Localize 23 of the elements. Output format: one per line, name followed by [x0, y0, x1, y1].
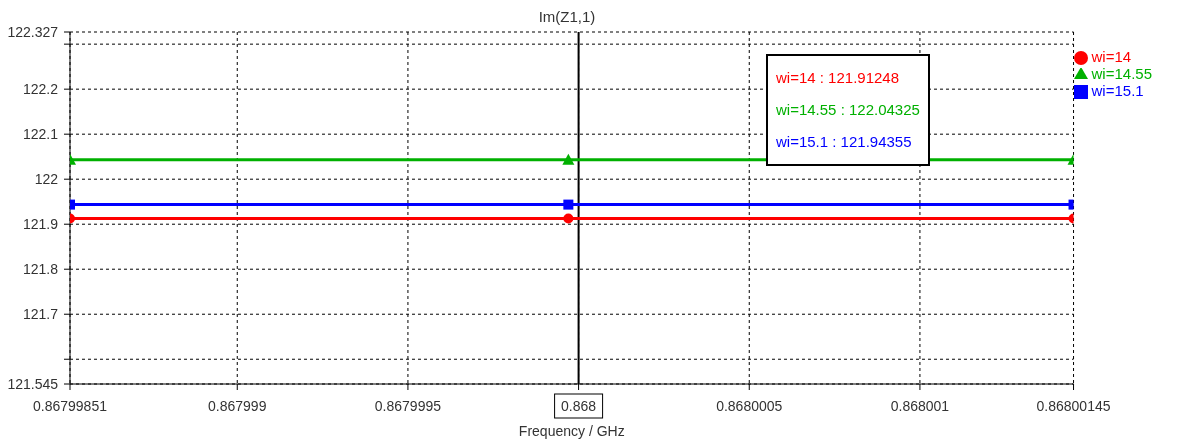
- x-tick-label: 0.8679995: [374, 398, 442, 414]
- y-tick-label: 122.1: [22, 126, 59, 143]
- x-tick-label: 0.8680005: [716, 398, 783, 414]
- x-tick-label: 0.868001: [890, 398, 950, 414]
- y-tick-label: 121.545: [7, 376, 59, 392]
- annotation: wi=14 : 121.91248: [776, 68, 901, 88]
- y-tick-label: 121.7: [22, 306, 59, 323]
- y-tick-label: 122.2: [22, 81, 59, 98]
- x-axis-title: Frequency / GHz: [518, 423, 625, 439]
- y-tick-label: 122.327: [7, 24, 59, 40]
- y-tick-label: 121.9: [22, 216, 59, 233]
- x-tick-label: 0.868: [561, 398, 597, 414]
- y-tick-label: 122: [34, 171, 59, 188]
- legend-label: wi=14.55: [1091, 65, 1152, 83]
- chart-title: Im(Z1,1): [537, 8, 597, 25]
- annotation: wi=14.55 : 122.04325: [776, 100, 920, 120]
- annotation: wi=15.1 : 121.94355: [776, 132, 913, 152]
- x-tick-label: 0.867999: [208, 398, 267, 414]
- y-tick-label: 121.8: [22, 261, 59, 278]
- legend-label: wi=15.1: [1091, 82, 1144, 100]
- legend-label: wi=14: [1091, 48, 1132, 65]
- x-tick-label: 0.86800145: [1036, 398, 1111, 414]
- x-tick-label: 0.86799851: [33, 398, 108, 414]
